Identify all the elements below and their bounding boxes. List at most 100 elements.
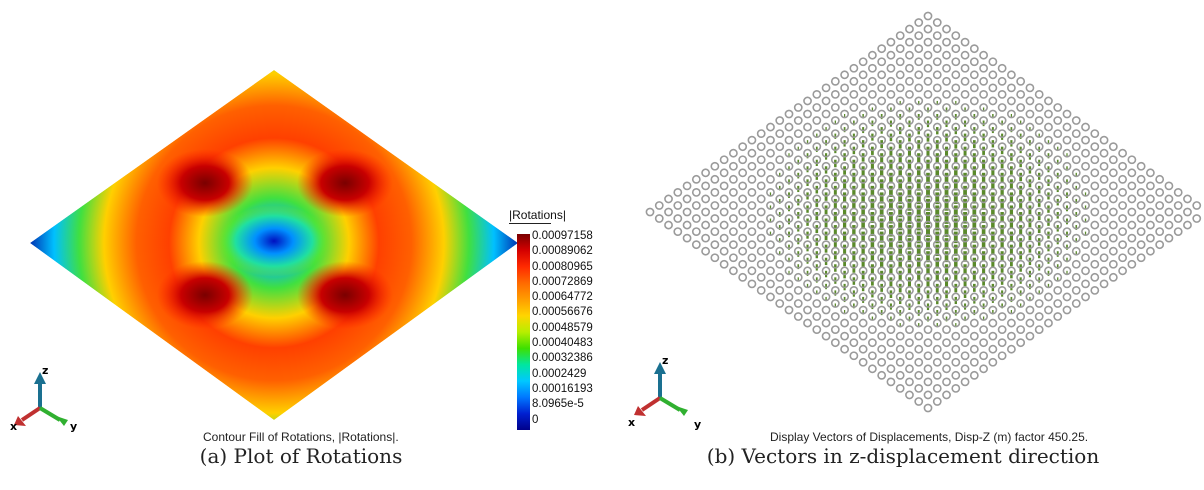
mesh-node [1081, 135, 1090, 145]
mesh-node [997, 103, 1007, 112]
mesh-node [914, 70, 924, 80]
mesh-node [1044, 161, 1053, 171]
mesh-node [1053, 103, 1063, 112]
mesh-node [1006, 109, 1016, 119]
mesh-node [840, 344, 849, 354]
hotspot [157, 261, 253, 329]
mesh-node [988, 187, 998, 197]
mesh-node [969, 240, 979, 250]
mesh-node [691, 214, 701, 223]
mesh-node [969, 83, 979, 93]
mesh-node [886, 272, 896, 282]
mesh-node [895, 83, 905, 93]
mesh-node [960, 259, 970, 269]
mesh-node [756, 220, 766, 230]
mesh-node [1090, 272, 1100, 282]
mesh-node [951, 96, 961, 106]
mesh-node [969, 253, 979, 263]
mesh-node [1071, 299, 1081, 308]
mesh-node [738, 246, 748, 256]
mesh-node [942, 24, 951, 34]
legend-tick-label: 0.00016193 [532, 382, 593, 395]
mesh-node [1118, 148, 1127, 158]
mesh-node [867, 220, 877, 230]
mesh-node [997, 207, 1007, 217]
mesh-node [738, 168, 748, 178]
mesh-node [840, 122, 849, 132]
mesh-node [821, 214, 831, 223]
mesh-node [784, 214, 794, 223]
mesh-node [766, 135, 775, 145]
mesh-node [1016, 181, 1026, 191]
mesh-node [867, 142, 877, 152]
mesh-node [1071, 233, 1081, 243]
mesh-node [942, 103, 951, 112]
mesh-node [979, 364, 988, 374]
mesh-node [710, 214, 720, 223]
mesh-node [932, 279, 942, 289]
mesh-node [775, 207, 785, 217]
mesh-node [1062, 305, 1072, 315]
mesh-node [969, 370, 979, 380]
mesh-node [710, 240, 720, 250]
mesh-node [1118, 240, 1127, 250]
mesh-node [1071, 220, 1081, 230]
mesh-node [979, 168, 988, 178]
mesh-node [719, 181, 729, 191]
mesh-node [821, 187, 831, 197]
mesh-node [849, 194, 859, 204]
mesh-node [1044, 122, 1053, 132]
mesh-node [821, 240, 831, 250]
mesh-node [728, 214, 738, 223]
mesh-node [1006, 253, 1016, 263]
mesh-node [793, 155, 803, 165]
mesh-node [1146, 194, 1155, 204]
mesh-node [1053, 272, 1063, 282]
mesh-node [1062, 122, 1072, 132]
mesh-node [932, 18, 942, 27]
mesh-node [914, 227, 924, 236]
mesh-node [886, 285, 896, 295]
mesh-node [979, 50, 988, 60]
mesh-node [932, 174, 942, 184]
mesh-node [1099, 148, 1109, 158]
mesh-node [1062, 240, 1072, 250]
mesh-node [840, 96, 849, 106]
y-axis-label: y [694, 418, 701, 431]
mesh-node [905, 194, 914, 204]
mesh-node [988, 266, 998, 276]
mesh-node [1025, 174, 1035, 184]
mesh-node [997, 220, 1007, 230]
mesh-node [830, 299, 840, 308]
mesh-node [1136, 161, 1146, 171]
mesh-node [849, 103, 859, 112]
mesh-node [923, 194, 933, 204]
mesh-node [849, 299, 859, 308]
mesh-node [756, 246, 766, 256]
mesh-node [932, 331, 942, 341]
mesh-node [812, 168, 822, 178]
z-axis-label: z [662, 354, 668, 367]
mesh-node [719, 207, 729, 217]
mesh-node [775, 259, 785, 269]
mesh-node [1006, 135, 1016, 145]
mesh-node [1006, 344, 1016, 354]
mesh-node [793, 103, 803, 112]
mesh-node [1090, 129, 1100, 138]
mesh-node [1016, 299, 1026, 308]
mesh-node [923, 90, 933, 99]
mesh-node [923, 142, 933, 152]
mesh-node [858, 122, 868, 132]
mesh-node [1071, 155, 1081, 165]
mesh-node [682, 220, 692, 230]
mesh-node [979, 129, 988, 138]
mesh-node [923, 299, 933, 308]
mesh-node [1034, 272, 1044, 282]
mesh-node [905, 37, 914, 47]
mesh-node [830, 194, 840, 204]
mesh-node [1016, 312, 1026, 321]
mesh-node [877, 70, 887, 80]
mesh-node [673, 201, 683, 210]
mesh-node [1108, 259, 1118, 269]
mesh-node [1108, 142, 1118, 152]
